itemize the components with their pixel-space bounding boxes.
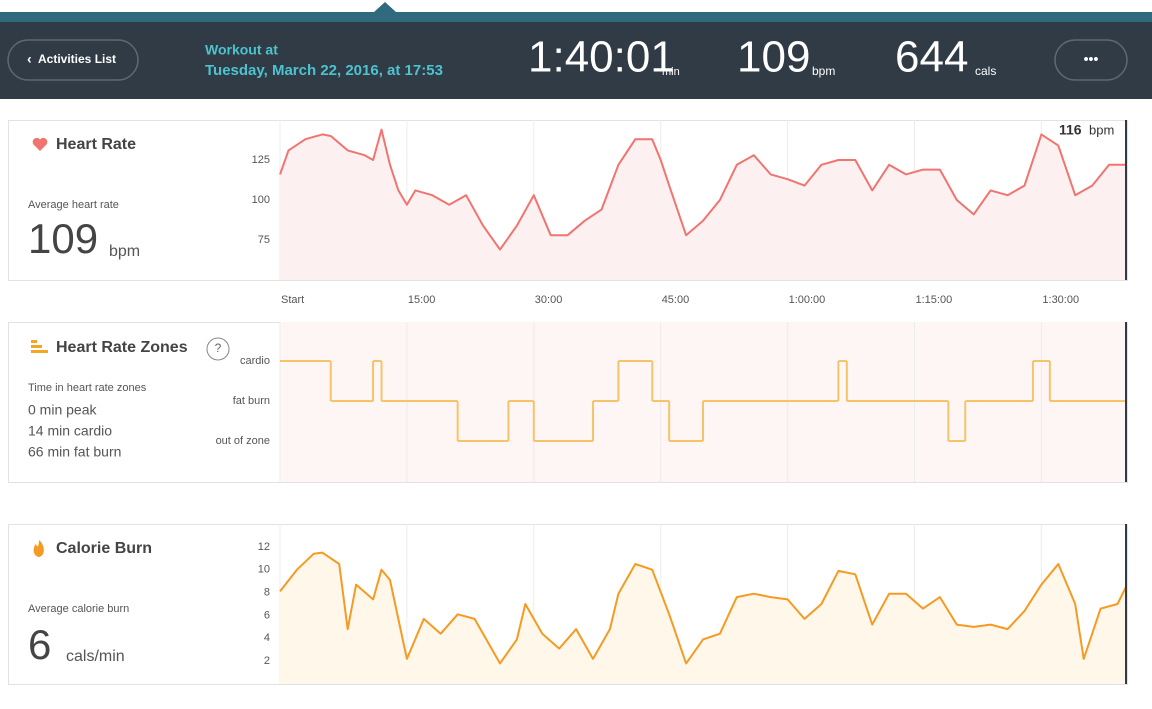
data-line: [279, 551, 1127, 665]
duration-unit: min: [662, 66, 680, 78]
x-tick-label: 1:15:00: [916, 294, 953, 306]
calories-unit: cals: [975, 64, 996, 78]
flame-icon: [33, 540, 44, 557]
stat-label: Average heart rate: [28, 199, 119, 211]
zones-icon: [31, 350, 48, 353]
x-tick-label: 1:30:00: [1042, 294, 1079, 306]
y-tick-label: 2: [264, 655, 270, 667]
stat-label: Average calorie burn: [28, 603, 129, 615]
panel-title: Heart Rate: [56, 136, 136, 153]
y-level-label: out of zone: [216, 435, 270, 447]
y-tick-label: 100: [252, 194, 270, 206]
back-button[interactable]: [7, 39, 139, 81]
heart-rate: 109: [737, 33, 810, 82]
stat-label: Time in heart rate zones: [28, 382, 147, 394]
back-label[interactable]: Activities List: [38, 52, 116, 66]
zones-icon: [31, 340, 37, 343]
duration: 1:40:01: [528, 33, 675, 82]
heart-rate-unit: bpm: [812, 64, 835, 78]
workout-label: Workout at: [205, 42, 278, 58]
y-level-label: fat burn: [233, 395, 270, 407]
back-arrow: ‹: [27, 51, 32, 67]
stat-value: 109: [28, 215, 98, 262]
calories: 644: [895, 33, 968, 82]
x-tick-label: 45:00: [662, 294, 690, 306]
y-tick-label: 125: [252, 154, 270, 166]
area-fill: [280, 552, 1126, 684]
zone-time: 66 min fat burn: [28, 444, 121, 460]
zones-icon: [31, 345, 42, 348]
x-tick-label: 1:00:00: [789, 294, 826, 306]
y-tick-label: 12: [258, 541, 270, 553]
y-tick-label: 75: [258, 234, 270, 246]
y-tick-label: 10: [258, 564, 270, 576]
stat-unit: bpm: [109, 243, 140, 260]
zone-time: 14 min cardio: [28, 423, 112, 439]
x-tick-label: 15:00: [408, 294, 436, 306]
help-label[interactable]: ?: [215, 341, 222, 355]
y-tick-label: 4: [264, 632, 270, 644]
stripe-notch: [374, 2, 396, 12]
panel-title: Calorie Burn: [56, 540, 152, 557]
area-fill: [280, 129, 1126, 280]
help-icon[interactable]: [206, 337, 230, 361]
data-line: [279, 128, 1126, 251]
workout-date: Tuesday, March 22, 2016, at 17:53: [205, 62, 443, 79]
y-tick-label: 6: [264, 609, 270, 621]
panel-title: Heart Rate Zones: [56, 339, 188, 356]
more-label[interactable]: •••: [1084, 51, 1099, 67]
x-tick-label: 30:00: [535, 294, 563, 306]
header-bar: [0, 22, 1152, 99]
annotation-value: 116: [1059, 122, 1082, 138]
annotation-unit: bpm: [1089, 122, 1114, 137]
stat-unit: cals/min: [66, 648, 125, 665]
y-level-label: cardio: [240, 355, 270, 367]
stat-value: 6: [28, 621, 51, 668]
top-stripe: [0, 12, 1152, 22]
x-tick-label: Start: [281, 294, 304, 306]
y-tick-label: 8: [264, 586, 270, 598]
heart-icon: [32, 137, 48, 151]
zone-time: 0 min peak: [28, 402, 97, 418]
more-button[interactable]: [1054, 39, 1128, 81]
